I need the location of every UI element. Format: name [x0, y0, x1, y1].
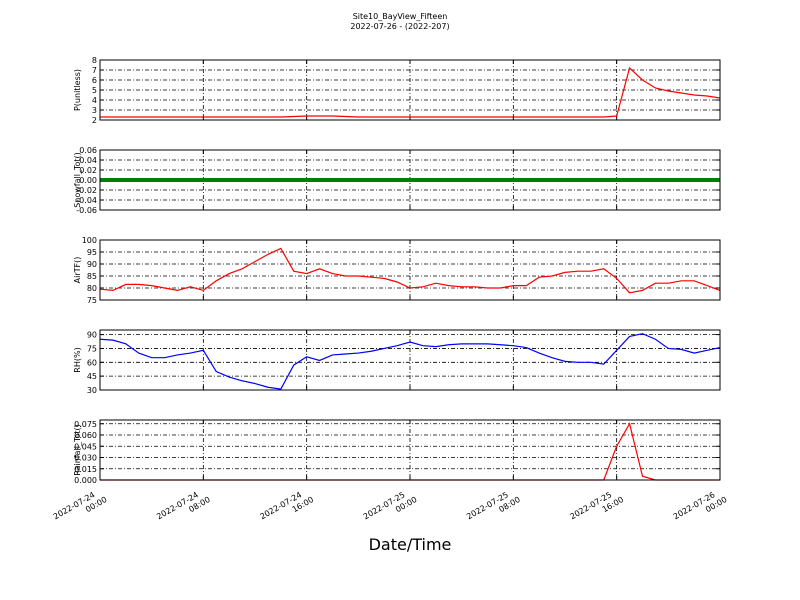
- y-tick-label: 30: [87, 386, 97, 395]
- y-tick-label: -0.06: [76, 206, 97, 215]
- y-tick-label: 0.075: [74, 420, 97, 429]
- y-tick-label: 4: [92, 96, 97, 105]
- axes-frame: [99, 419, 721, 481]
- y-tick-label: 80: [87, 284, 97, 293]
- y-tick-label: 0.030: [74, 454, 97, 463]
- y-tick-label: 90: [87, 260, 97, 269]
- y-tick-label: 0.045: [74, 442, 97, 451]
- y-tick-label: 90: [87, 331, 97, 340]
- y-tick-label: 0.015: [74, 465, 97, 474]
- y-tick-label: 45: [87, 372, 97, 381]
- x-axis-label: Date/Time: [369, 535, 452, 554]
- chart-subtitle: 2022-07-26 - (2022-207): [350, 22, 449, 31]
- y-tick-label: 5: [92, 86, 97, 95]
- y-tick-label: 0.060: [74, 431, 97, 440]
- axes-frame: [99, 239, 721, 301]
- y-tick-label: 3: [92, 106, 97, 115]
- y-tick-label: 85: [87, 272, 97, 281]
- y-tick-label: 8: [92, 56, 97, 65]
- y-tick-label: 75: [87, 344, 97, 353]
- axes-frame: [99, 149, 721, 211]
- y-axis-label: Rainfall_Tot(): [73, 424, 82, 476]
- data-line: [99, 333, 721, 390]
- y-tick-label: 0.00: [79, 176, 97, 185]
- y-tick-label: 100: [82, 236, 97, 245]
- y-tick-label: 0.04: [79, 156, 97, 165]
- y-axis-label: P(unitless): [73, 69, 82, 111]
- y-tick-label: 2: [92, 116, 97, 125]
- chart-title: Site10_BayView_Fifteen: [353, 12, 448, 21]
- data-line: [100, 66, 721, 118]
- y-axis-label: Snowfall_Tot(): [73, 152, 82, 208]
- y-tick-label: 60: [87, 358, 97, 367]
- y-tick-label: 6: [92, 76, 97, 85]
- y-tick-label: 0.000: [74, 476, 97, 485]
- y-tick-label: 0.06: [79, 146, 97, 155]
- y-tick-label: 95: [87, 248, 97, 257]
- y-tick-label: -0.02: [76, 186, 97, 195]
- y-tick-label: 7: [92, 66, 97, 75]
- data-line: [99, 247, 721, 294]
- axes-frame: [99, 59, 721, 121]
- y-axis-label: RH(%): [73, 347, 82, 372]
- y-tick-label: 0.02: [79, 166, 97, 175]
- axes-frame: [99, 329, 721, 391]
- y-tick-label: 75: [87, 296, 97, 305]
- y-tick-label: -0.04: [76, 196, 97, 205]
- y-axis-label: AirTF(): [73, 257, 82, 284]
